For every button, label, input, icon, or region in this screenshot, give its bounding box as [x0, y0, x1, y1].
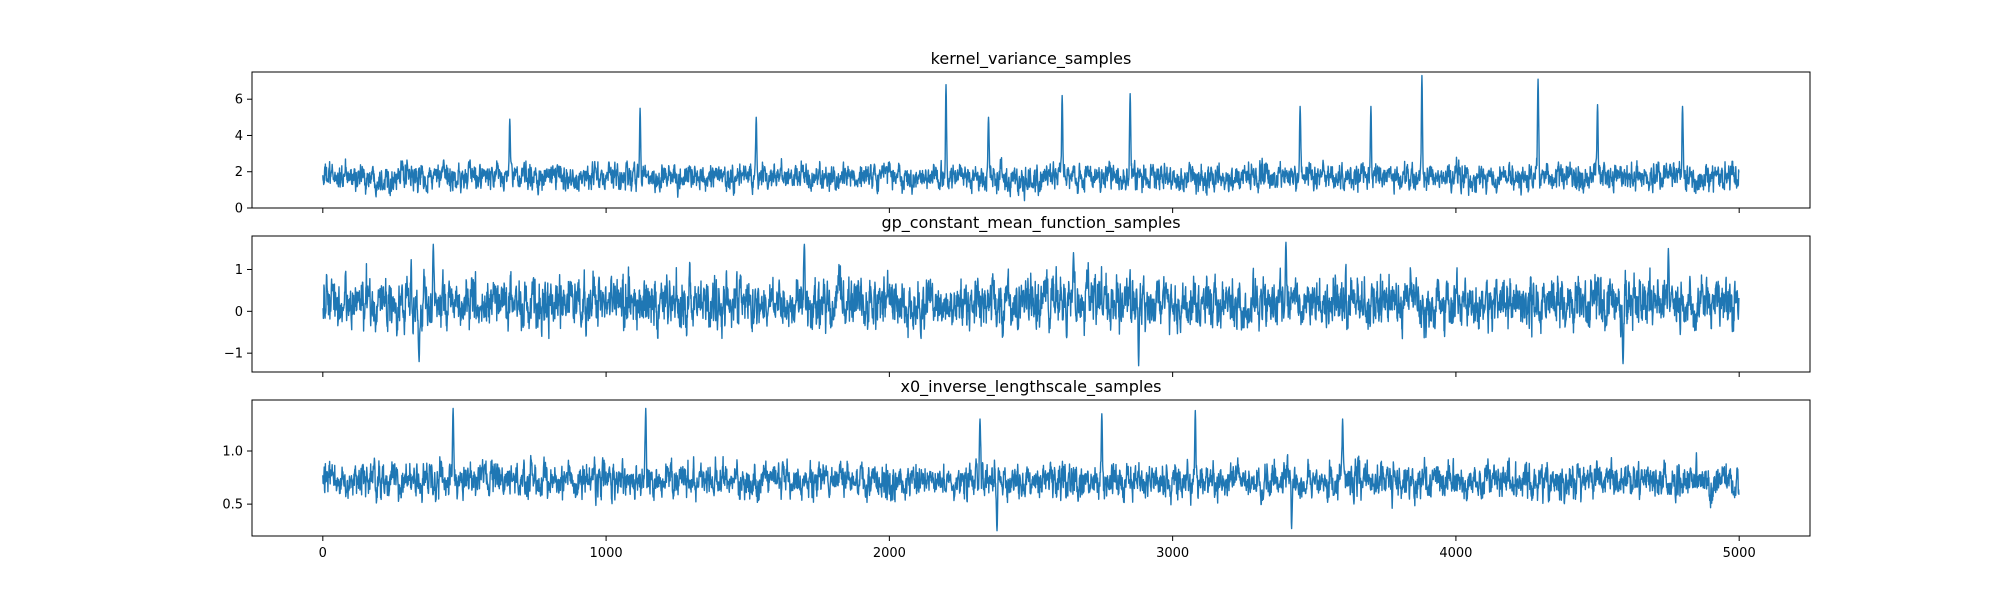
y-tick-label: 0: [235, 202, 243, 217]
series-line: [322, 407, 1740, 532]
y-tick-label: 0: [235, 305, 243, 320]
subplot-title: kernel_variance_samples: [931, 49, 1132, 69]
series-line: [322, 241, 1740, 367]
axes-frame: [251, 235, 1811, 373]
axes-frame: [251, 71, 1811, 209]
y-tick-label: 4: [235, 129, 243, 144]
subplot-title: gp_constant_mean_function_samples: [881, 213, 1180, 233]
y-tick-label: 1: [235, 263, 243, 278]
subplot-2: gp_constant_mean_function_samples −1 0 1: [224, 213, 1811, 377]
y-tick-label: 1.0: [222, 445, 243, 460]
subplot-title: x0_inverse_lengthscale_samples: [900, 377, 1161, 397]
subplot-3: x0_inverse_lengthscale_samples 0.5 1.0 0 100…: [222, 377, 1811, 561]
x-tick-label: 4000: [1439, 546, 1472, 561]
series-line: [322, 74, 1740, 202]
x-tick-label: 5000: [1723, 546, 1756, 561]
x-tick-label: 2000: [873, 546, 906, 561]
y-tick-label: 0.5: [222, 498, 243, 513]
subplots-container: kernel_variance_samples 0 2 4 6 gp_constant_m…: [222, 49, 1811, 561]
y-tick-label: 2: [235, 165, 243, 180]
x-tick-label: 1000: [590, 546, 623, 561]
x-tick-label: 0: [319, 546, 327, 561]
x-tick-label: 3000: [1156, 546, 1189, 561]
axes-frame: [251, 399, 1811, 537]
y-tick-label: −1: [224, 347, 243, 362]
y-tick-label: 6: [235, 93, 243, 108]
subplot-1: kernel_variance_samples 0 2 4 6: [235, 49, 1811, 217]
